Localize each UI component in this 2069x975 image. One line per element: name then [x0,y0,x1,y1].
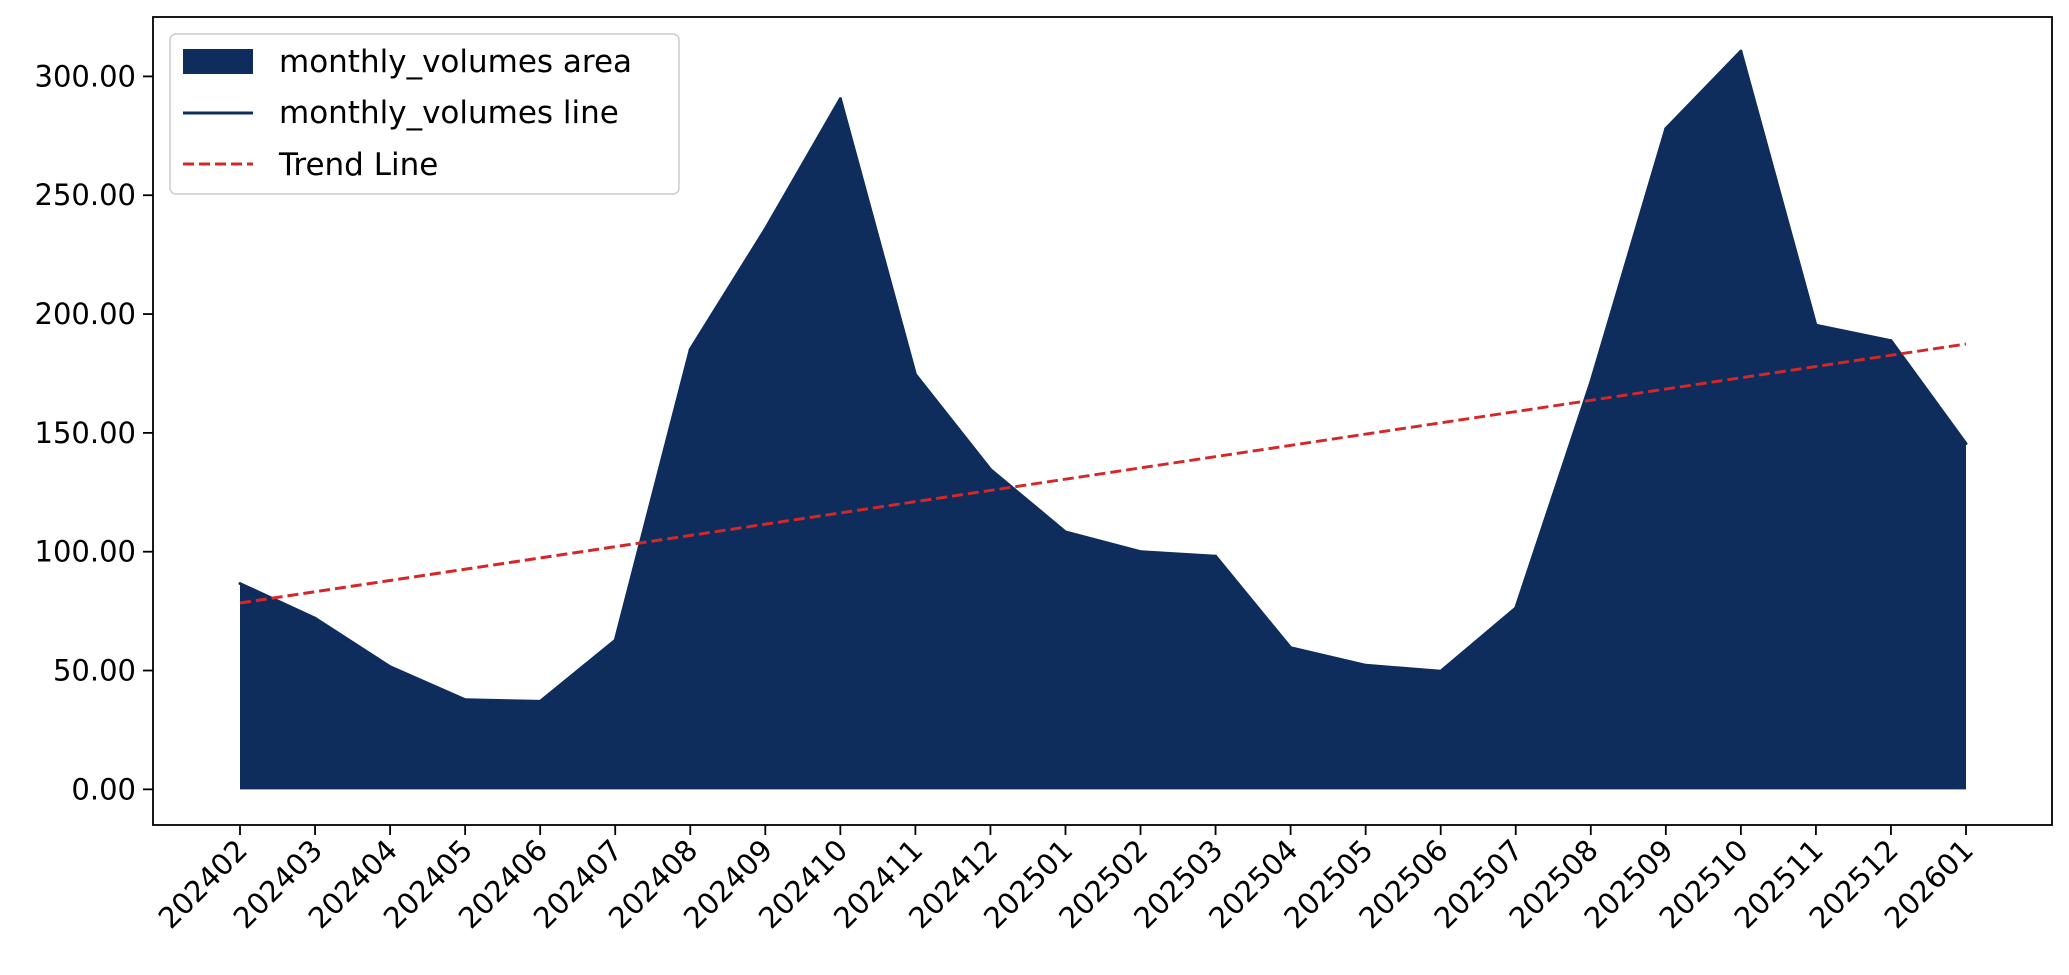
y-tick-label: 100.00 [35,535,136,569]
series-line-segment [313,616,392,669]
series-line-segment [1889,339,1968,446]
series-line-segment [763,97,842,231]
legend-label-area: monthly_volumes area [279,44,632,80]
plot-marks [238,49,1968,790]
series-line-segment [1139,550,1218,558]
y-tick-label: 50.00 [53,654,136,688]
plot-frame [152,16,2053,826]
y-tick-label: 300.00 [35,59,136,93]
series-line-segment [1514,380,1593,610]
series-line-segment [913,372,992,471]
series-line-segment [1739,49,1818,327]
series-line-segment [1063,530,1143,554]
area-fill [240,51,1966,790]
series-line-segment [1364,663,1443,673]
series-line-segment [1289,646,1368,667]
series-line-segment [613,347,692,642]
series-line-segment [838,97,917,376]
legend-box [169,33,680,195]
series-line-segment [238,582,317,620]
series-line-segment [463,698,542,703]
series-line-segment [538,638,617,703]
series-line-segment [688,227,767,351]
legend-label-line: monthly_volumes line [279,95,619,131]
series-line-segment [1814,323,1893,343]
series-line-segment [388,665,467,702]
series-line-segment [1664,49,1743,131]
y-axis: 0.00 50.00 100.00 150.00 200.00 250.00 300.00 [35,59,153,806]
legend-label-trend: Trend Line [278,147,438,183]
y-tick-label: 150.00 [35,416,136,450]
x-axis: 2024022024032024042024052024062024072024… [152,825,1980,935]
series-line-segment [988,467,1067,534]
y-tick-label: 250.00 [35,178,136,212]
series-line-segment [1589,127,1668,384]
y-tick-label: 200.00 [35,297,136,331]
legend-swatch-area [183,49,253,74]
legend: monthly_volumes area monthly_volumes lin… [169,33,680,195]
trend-line [239,342,1967,605]
series-line-segment [1439,606,1518,673]
series-line-segment [1214,554,1293,650]
y-tick-label: 0.00 [71,772,136,806]
